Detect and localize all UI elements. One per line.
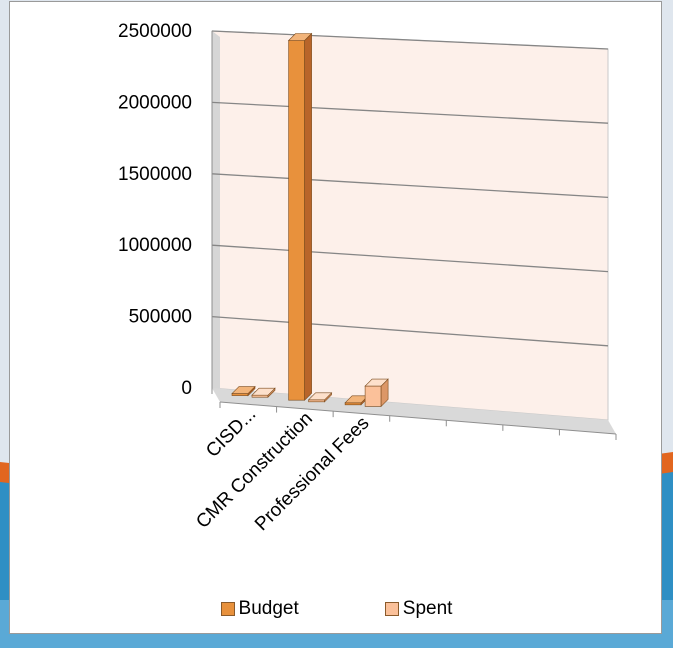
x-axis-line <box>219 401 617 435</box>
bar-top <box>287 33 313 41</box>
y-tick-label: 2000000 <box>118 92 192 113</box>
legend-label-spent: Spent <box>402 598 453 619</box>
y-tick-label: 0 <box>181 378 192 399</box>
bar-spent <box>307 392 333 403</box>
bar-budget <box>287 32 313 401</box>
gridline <box>211 101 609 124</box>
chart-walls <box>211 30 616 434</box>
legend-item-spent: Spent <box>384 598 453 620</box>
legend-item-budget: Budget <box>220 598 299 620</box>
bars <box>231 32 389 408</box>
gridline <box>211 244 609 273</box>
gridline <box>211 173 609 199</box>
back-wall <box>211 30 609 421</box>
y-tick-label: 1000000 <box>118 235 192 256</box>
legend: Budget Spent <box>10 595 663 623</box>
y-tick-label: 1500000 <box>118 164 192 185</box>
bar-top <box>307 392 333 401</box>
bar-front <box>364 385 382 407</box>
side-wall <box>212 31 220 394</box>
y-tick-label: 500000 <box>129 307 192 328</box>
bar-top <box>251 387 276 396</box>
bar-budget <box>231 385 256 397</box>
bar-front <box>288 40 305 401</box>
bar-side <box>304 32 312 401</box>
legend-swatch-budget <box>220 602 235 616</box>
legend-swatch-spent <box>384 602 399 616</box>
x-category-label: CMR Construction <box>192 408 317 533</box>
y-tick-label: 2500000 <box>118 21 192 42</box>
bar-spent <box>364 378 389 408</box>
gridline <box>211 30 609 50</box>
gridline <box>211 315 609 347</box>
x-category-label: CISD... <box>202 404 260 462</box>
bar-top <box>364 378 389 387</box>
y-axis: 0 500000 1000000 1500000 2000000 2500000 <box>118 21 213 399</box>
chart-plot: 0 500000 1000000 1500000 2000000 2500000 CISD… <box>118 21 617 535</box>
bar-spent <box>251 387 276 398</box>
bar-top <box>231 386 256 394</box>
legend-label-budget: Budget <box>238 598 299 619</box>
gridlines <box>211 30 609 347</box>
chart-area: 0 500000 1000000 1500000 2000000 2500000 CISD… <box>9 1 662 634</box>
x-category-label: Professional Fees <box>251 413 373 535</box>
